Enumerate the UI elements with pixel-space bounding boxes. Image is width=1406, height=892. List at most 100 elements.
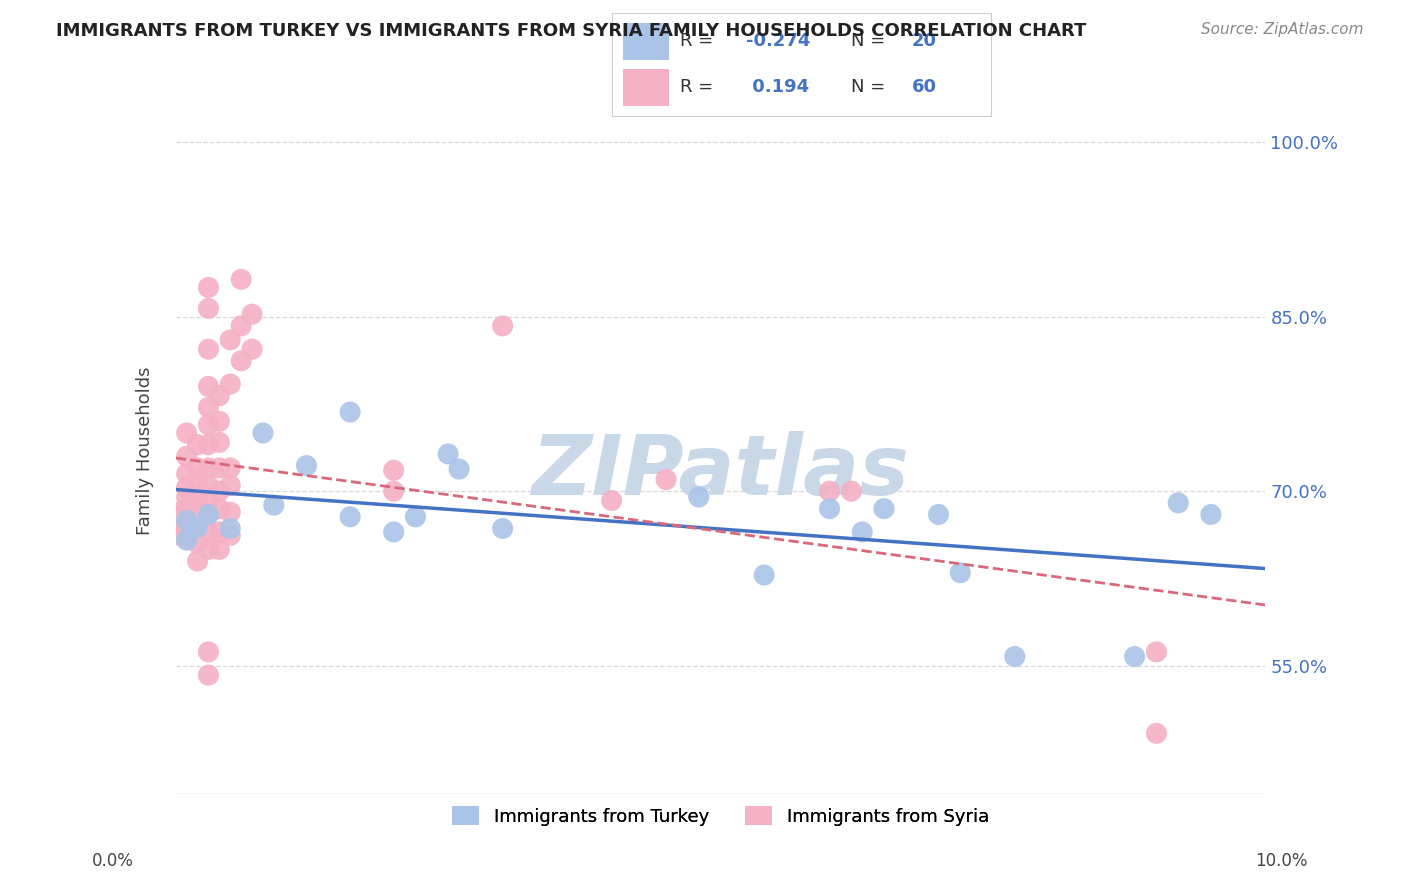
Point [197,542,219,557]
Point [176,490,198,504]
Point [197,645,219,659]
Point [492,521,515,535]
Text: 0.194: 0.194 [747,78,810,96]
Text: ZIPatlas: ZIPatlas [531,431,910,512]
Point [851,524,873,539]
Point [197,417,219,432]
Point [186,504,209,518]
Point [197,301,219,316]
Point [208,542,231,557]
Point [176,501,198,516]
Point [186,520,209,534]
Point [655,473,678,487]
Point [197,478,219,492]
Point [208,501,231,516]
Point [197,461,219,475]
Text: Source: ZipAtlas.com: Source: ZipAtlas.com [1201,22,1364,37]
Text: 10.0%: 10.0% [1256,852,1308,870]
Y-axis label: Family Households: Family Households [136,367,155,534]
Point [208,389,231,403]
Point [219,528,242,542]
Point [197,668,219,682]
Point [382,484,405,499]
Legend: Immigrants from Turkey, Immigrants from Syria: Immigrants from Turkey, Immigrants from … [446,799,995,833]
Point [873,501,896,516]
Point [197,524,219,539]
Point [186,437,209,451]
Point [818,484,841,499]
Point [818,501,841,516]
Point [339,405,361,419]
Point [263,498,285,512]
Text: N =: N = [851,32,891,50]
Point [949,566,972,580]
Point [447,462,470,476]
Point [219,505,242,519]
Point [339,509,361,524]
Point [167,519,190,533]
Point [176,450,198,464]
Text: IMMIGRANTS FROM TURKEY VS IMMIGRANTS FROM SYRIA FAMILY HOUSEHOLDS CORRELATION CH: IMMIGRANTS FROM TURKEY VS IMMIGRANTS FRO… [56,22,1087,40]
Text: 60: 60 [911,78,936,96]
Point [186,536,209,550]
Point [231,272,253,286]
Point [197,379,219,393]
FancyBboxPatch shape [623,22,669,60]
Text: 20: 20 [911,32,936,50]
Point [231,354,253,368]
Text: R =: R = [681,78,718,96]
Point [169,528,191,542]
Point [600,493,623,508]
Point [240,342,263,356]
Point [176,481,198,495]
Point [208,414,231,428]
Point [231,318,253,333]
Point [186,490,209,504]
Point [197,401,219,415]
Point [186,461,209,475]
Point [176,467,198,481]
Point [754,568,776,582]
Point [197,493,219,508]
Point [167,505,190,519]
Point [382,463,405,477]
Point [1144,645,1167,659]
Point [1004,649,1026,664]
Point [1144,726,1167,740]
Point [295,458,318,473]
Point [1167,496,1189,510]
Point [219,521,242,535]
FancyBboxPatch shape [623,69,669,106]
Point [492,318,515,333]
Point [176,513,198,527]
Point [841,484,863,499]
Text: N =: N = [851,78,891,96]
Point [252,425,274,440]
Point [197,508,219,522]
Point [176,531,198,545]
Point [197,280,219,294]
Point [176,425,198,440]
Point [186,554,209,568]
Text: 0.0%: 0.0% [91,852,134,870]
Point [197,342,219,356]
Point [688,490,710,504]
Point [176,533,198,547]
Point [405,509,427,524]
Point [1199,508,1222,522]
Point [219,461,242,475]
Point [219,377,242,392]
Point [208,484,231,499]
Point [186,475,209,489]
Text: -0.274: -0.274 [747,32,811,50]
Point [186,521,209,535]
Point [437,447,460,461]
Point [208,435,231,450]
Point [382,524,405,539]
Point [219,333,242,347]
Point [197,437,219,451]
Point [208,524,231,539]
Point [197,508,219,522]
Point [240,307,263,321]
Point [208,461,231,475]
